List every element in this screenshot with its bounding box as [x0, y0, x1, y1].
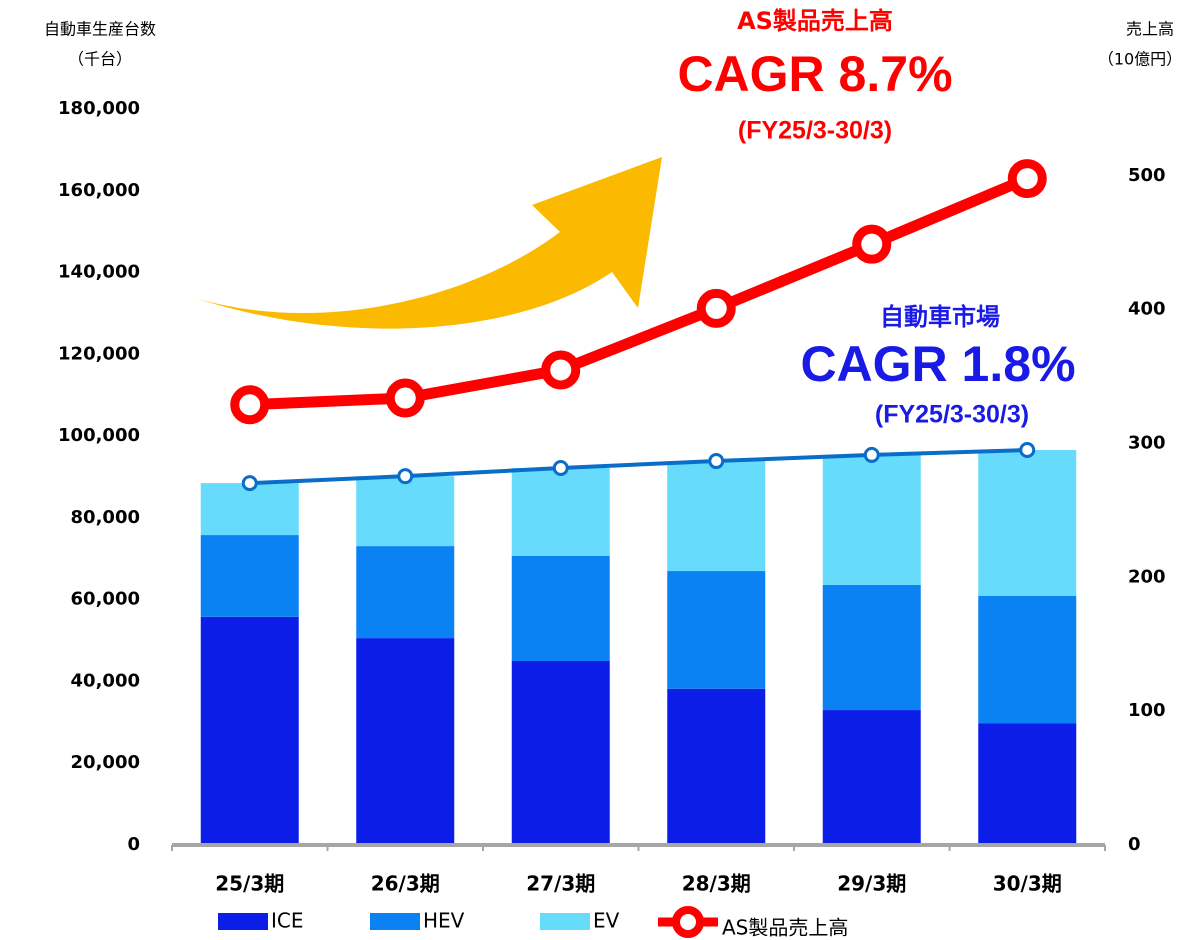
y2-tick-label: 0: [1128, 834, 1141, 855]
y-tick-label: 180,000: [58, 98, 140, 119]
legend-label: ICE: [271, 909, 304, 933]
total-marker: [708, 453, 725, 470]
y2-axis-label: 売上高: [1126, 20, 1174, 39]
x-tick-label: 28/3期: [682, 872, 751, 896]
total-marker: [863, 446, 880, 463]
bar-segment: [978, 595, 1077, 724]
y-tick-label: 60,000: [71, 589, 140, 610]
x-tick-label: 29/3期: [837, 872, 906, 896]
total-marker: [552, 460, 569, 477]
y-axis-unit: （千台）: [68, 50, 132, 69]
bar-segment: [667, 571, 766, 689]
annotation: (FY25/3-30/3): [875, 401, 1029, 429]
y2-tick-label: 300: [1128, 433, 1166, 454]
total-line: [249, 448, 1028, 486]
x-tick-label: 25/3期: [215, 872, 284, 896]
bar-segment: [511, 555, 610, 661]
bar-segment: [822, 584, 921, 711]
y-tick-label: 160,000: [58, 180, 140, 201]
bar-segment: [200, 616, 299, 845]
annotation: CAGR 8.7%: [677, 46, 952, 102]
total-marker: [241, 475, 258, 492]
y-tick-label: 140,000: [58, 262, 140, 283]
legend-label: HEV: [423, 909, 465, 933]
total-marker: [397, 468, 414, 485]
line-marker: [852, 224, 892, 264]
y2-tick-label: 500: [1128, 165, 1166, 186]
line-marker: [541, 350, 581, 390]
growth-arrow: [195, 157, 662, 329]
legend-label: AS製品売上高: [722, 916, 848, 940]
bar-segment: [356, 546, 455, 639]
bar-segment: [822, 454, 921, 585]
annotation: 自動車市場: [880, 303, 1000, 331]
x-tick-label: 27/3期: [526, 872, 595, 896]
y-tick-label: 0: [127, 834, 140, 855]
total-marker: [1019, 442, 1036, 459]
line-marker: [230, 385, 270, 425]
bar-segment: [667, 688, 766, 845]
bar-segment: [978, 723, 1077, 845]
y-tick-label: 120,000: [58, 343, 140, 364]
bar-segment: [200, 483, 299, 536]
y2-tick-label: 100: [1128, 700, 1166, 721]
annotation: CAGR 1.8%: [800, 336, 1075, 392]
bar-segment: [200, 535, 299, 617]
x-tick-label: 30/3期: [993, 872, 1062, 896]
line-marker: [1007, 159, 1047, 199]
legend-swatch: [370, 913, 420, 930]
bar-segment: [511, 468, 610, 556]
bar-segment: [667, 461, 766, 572]
y2-tick-label: 200: [1128, 566, 1166, 587]
bar-segment: [356, 476, 455, 547]
bar-segment: [822, 710, 921, 845]
legend-swatch: [540, 913, 590, 930]
line-marker: [385, 378, 425, 418]
bar-segment: [978, 450, 1077, 596]
annotation: (FY25/3-30/3): [738, 117, 892, 145]
y2-tick-label: 400: [1128, 299, 1166, 320]
legend-label: EV: [593, 909, 620, 933]
bar-segment: [511, 661, 610, 845]
legend-marker: [672, 906, 704, 938]
bar-segment: [356, 638, 455, 845]
line-marker: [696, 288, 736, 328]
legend-swatch: [218, 913, 268, 930]
y-axis-label: 自動車生産台数: [44, 20, 156, 39]
annotation: AS製品売上高: [737, 7, 893, 35]
y-tick-label: 20,000: [71, 752, 140, 773]
y-tick-label: 40,000: [71, 670, 140, 691]
y-tick-label: 80,000: [71, 507, 140, 528]
line: [249, 173, 1030, 411]
x-tick-label: 26/3期: [371, 872, 440, 896]
y2-axis-unit: （10億円）: [1098, 50, 1182, 69]
y-tick-label: 100,000: [58, 425, 140, 446]
